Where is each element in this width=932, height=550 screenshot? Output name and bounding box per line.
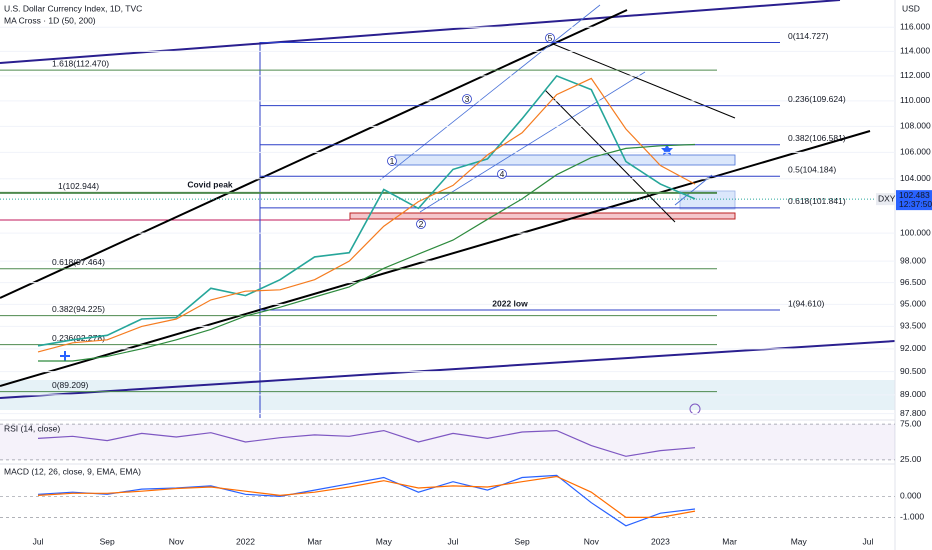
wave-label: 3 [465,94,470,104]
fib-label: 1.618(112.470) [52,58,109,68]
series-line [37,429,696,457]
wave-marker [497,169,507,179]
y-tick-label: 93.500 [900,321,926,331]
x-tick-label: Sep [515,536,530,546]
annotation: 2022 low [492,298,528,308]
y-tick-label: 90.500 [900,366,926,376]
y-tick-label: 110.000 [900,95,930,105]
y-tick-label: 25.00 [900,454,922,464]
y-tick-label: 98.000 [900,255,926,265]
trendline [0,9,628,299]
pane-title: RSI (14, close) [4,423,60,433]
symbol: DXY [878,193,896,203]
fib-label: 0.618(97.464) [52,257,105,267]
x-tick-label: Nov [169,536,185,546]
fib-label: 0(114.727) [788,31,829,41]
support-zone [349,212,736,220]
y-tick-label: -1.000 [900,512,924,522]
y-tick-label: 92.000 [900,343,926,353]
symbol-tag [876,193,895,206]
x-tick-label: Nov [584,536,600,546]
y-tick-label: 89.000 [900,389,926,399]
y-tick-label: 116.000 [900,21,930,31]
trendline [0,130,871,387]
x-tick-label: Jul [33,536,44,546]
y-tick-label: 104.000 [900,173,931,183]
wave-marker [462,94,472,104]
zone [679,190,736,210]
y-tick-label: 114.000 [900,46,930,56]
y-tick-label: 108.000 [900,121,931,131]
wave-label: 2 [419,219,424,229]
fib-label: 1(94.610) [788,298,825,308]
fib-label: 0.382(94.225) [52,304,105,314]
x-tick-label: 2022 [236,536,255,546]
y-tick-label: 106.000 [900,147,931,157]
wave-label: 4 [500,169,505,179]
wave-label: 5 [548,33,553,43]
x-tick-label: 2023 [651,536,670,546]
annotation: Covid peak [187,179,233,189]
axis-unit: USD [902,3,920,13]
fib-label: 0.5(104.184) [788,165,836,175]
countdown: 12:37:50 [899,199,932,209]
fib-label: 0.236(92.278) [52,333,105,343]
channel [379,4,601,181]
last-price: 102.483 [899,190,930,200]
chart-subtitle: MA Cross · 1D (50, 200) [4,15,96,25]
x-tick-label: Jul [448,536,459,546]
channel [544,89,676,223]
wave-marker [387,156,397,166]
wave-marker [545,33,555,43]
x-tick-label: Mar [722,536,737,546]
channel [419,71,646,213]
fib-label: 0.236(109.624) [788,94,846,104]
y-tick-label: 87.800 [900,408,926,418]
y-tick-label: 100.000 [900,227,931,237]
fib-label: 1(102.944) [58,181,99,191]
wave-label: 1 [390,156,395,166]
chart-title: U.S. Dollar Currency Index, 1D, TVC [4,3,142,13]
rsi-band [0,424,895,460]
y-tick-label: 112.000 [900,70,930,80]
zone [394,154,736,166]
y-tick-label: 0.000 [900,491,922,501]
wave-marker [416,219,426,229]
arrow [674,174,713,206]
y-tick-label: 75.00 [900,418,922,428]
x-tick-label: Mar [307,536,322,546]
trendline [0,340,896,399]
x-tick-label: May [791,536,808,546]
series-line [37,474,696,527]
pane-title: MACD (12, 26, close, 9, EMA, EMA) [4,466,141,476]
y-tick-label: 95.000 [900,299,926,309]
y-tick-label: 96.500 [900,277,926,287]
series-line [38,143,696,362]
series-line [37,475,696,518]
x-tick-label: Sep [100,536,115,546]
price-tag [896,190,932,211]
series-line [37,77,696,353]
series-line [37,74,696,347]
x-tick-label: May [376,536,393,546]
fib-label: 0.618(101.841) [788,196,846,206]
fib-label: 0.382(106.581) [788,133,846,143]
fib-label: 0(89.209) [52,380,89,390]
cross [60,351,70,361]
trendline [0,0,841,64]
x-tick-label: Jul [862,536,873,546]
